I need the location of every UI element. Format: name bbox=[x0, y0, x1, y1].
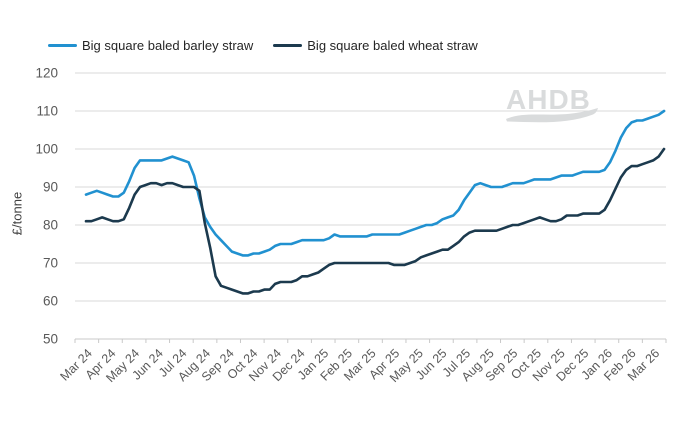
y-tick-label: 120 bbox=[35, 66, 58, 81]
y-tick-label: 80 bbox=[43, 218, 58, 233]
watermark-swoosh-icon bbox=[506, 108, 598, 123]
legend-item-wheat: Big square baled wheat straw bbox=[273, 38, 478, 53]
y-tick-label: 110 bbox=[36, 104, 58, 119]
y-tick-label: 100 bbox=[35, 142, 58, 157]
y-tick-label: 70 bbox=[43, 256, 58, 271]
legend-label-barley: Big square baled barley straw bbox=[82, 38, 254, 53]
watermark-text: AHDB bbox=[506, 84, 591, 115]
watermark: AHDB bbox=[506, 84, 598, 123]
legend-swatch-barley-line bbox=[48, 44, 77, 47]
y-tick-label: 50 bbox=[43, 332, 58, 347]
series-line-barley bbox=[84, 109, 666, 257]
series-lines bbox=[84, 109, 666, 295]
legend-item-barley: Big square baled barley straw bbox=[48, 38, 253, 53]
legend-label-wheat: Big square baled wheat straw bbox=[307, 38, 478, 53]
series-line-wheat bbox=[84, 147, 666, 295]
legend: Big square baled barley straw Big square… bbox=[48, 38, 478, 53]
legend-swatch-wheat-line bbox=[273, 44, 303, 47]
y-tick-label: 60 bbox=[43, 294, 58, 309]
y-tick-label: 90 bbox=[43, 180, 58, 195]
